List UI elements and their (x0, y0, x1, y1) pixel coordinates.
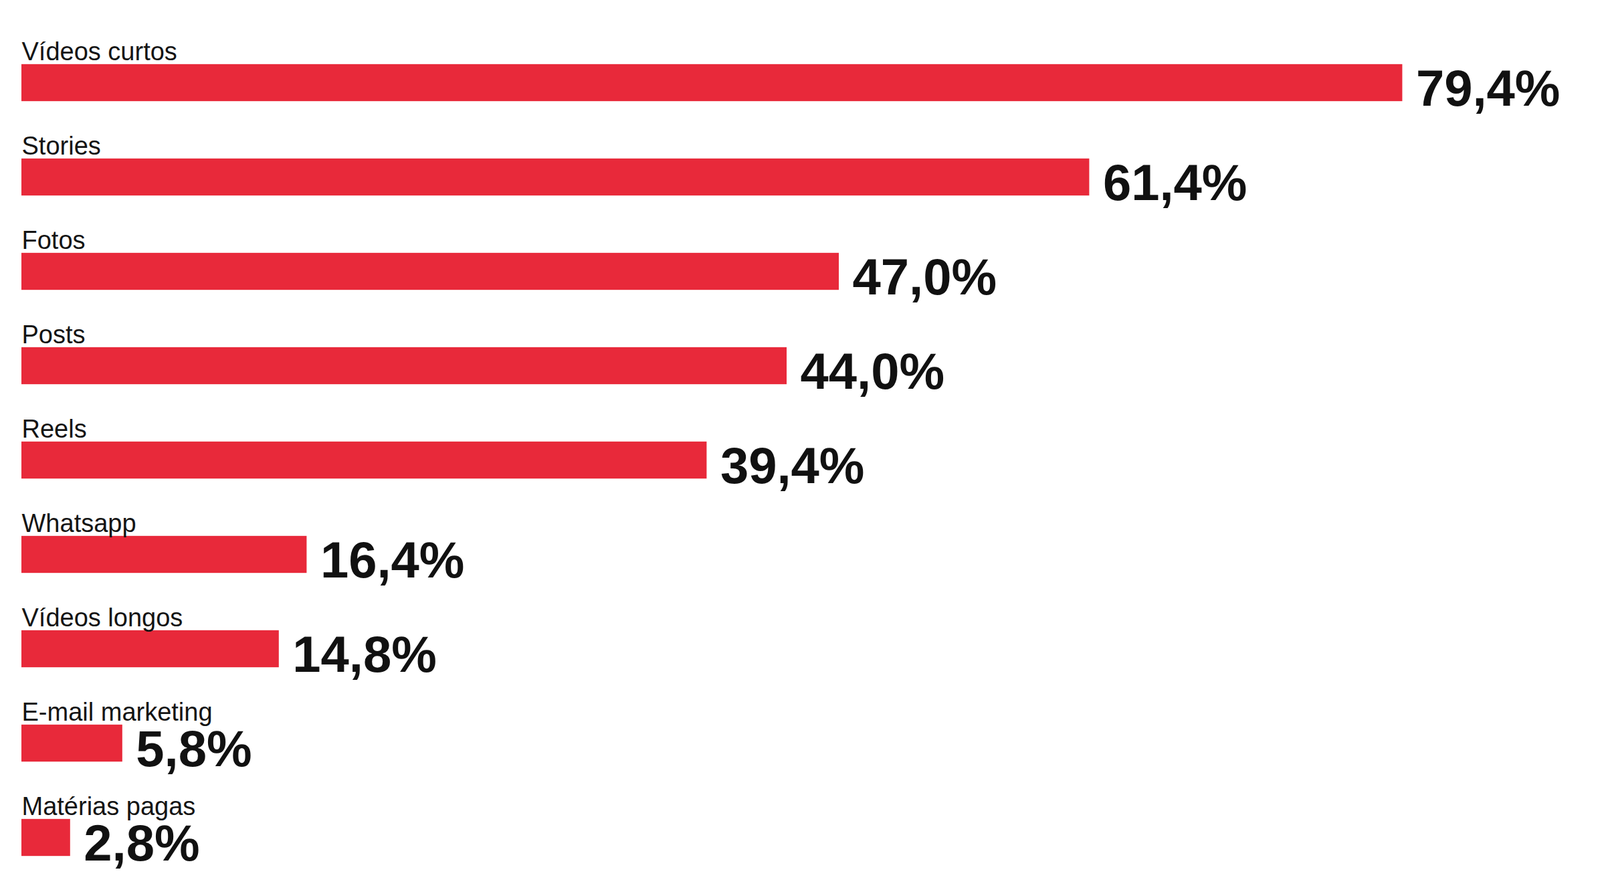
svg-text:79,4%: 79,4% (1416, 59, 1561, 117)
svg-text:47,0%: 47,0% (852, 248, 998, 306)
svg-text:61,4%: 61,4% (1103, 153, 1248, 211)
svg-text:Posts: Posts (22, 320, 86, 349)
svg-text:E-mail marketing: E-mail marketing (21, 697, 213, 726)
svg-text:16,4%: 16,4% (320, 531, 465, 588)
svg-text:Reels: Reels (22, 414, 87, 443)
svg-text:Stories: Stories (22, 131, 102, 160)
svg-text:2,8%: 2,8% (83, 814, 200, 871)
svg-text:Matérias pagas: Matérias pagas (21, 791, 196, 821)
svg-text:5,8%: 5,8% (135, 719, 252, 777)
svg-text:Fotos: Fotos (22, 226, 86, 255)
svg-text:39,4%: 39,4% (720, 436, 865, 494)
svg-text:44,0%: 44,0% (800, 342, 946, 400)
svg-text:Vídeos curtos: Vídeos curtos (22, 37, 178, 66)
svg-text:Whatsapp: Whatsapp (22, 509, 137, 538)
svg-text:14,8%: 14,8% (292, 625, 437, 683)
svg-text:Vídeos longos: Vídeos longos (22, 603, 184, 632)
